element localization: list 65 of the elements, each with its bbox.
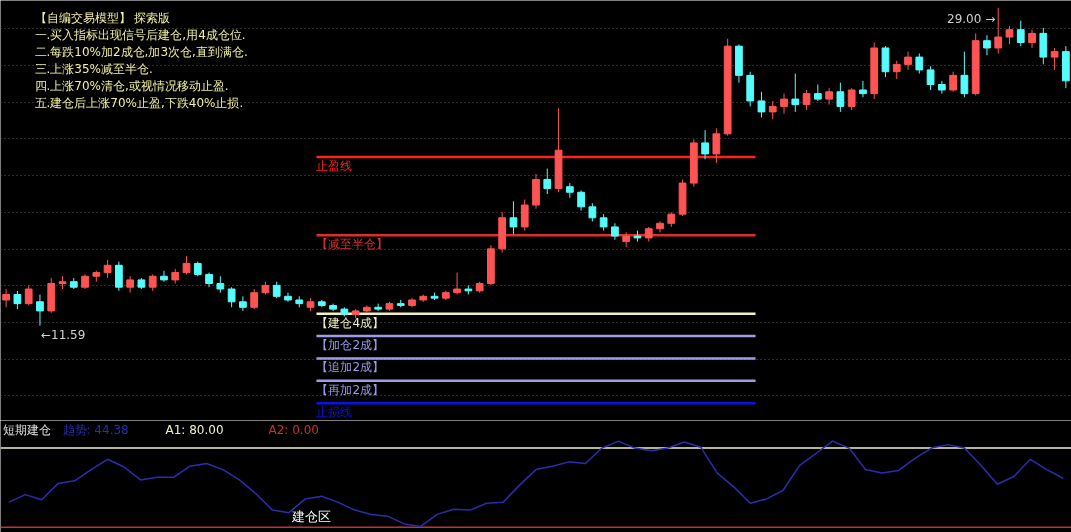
candlestick	[926, 65, 935, 91]
candlestick	[250, 288, 259, 310]
candlestick	[757, 91, 766, 118]
ref-line-label: A1: 80.00	[165, 422, 224, 437]
candlestick	[1039, 27, 1048, 65]
candlestick	[1016, 20, 1025, 47]
annotation: 二.每跌10%加2成仓,加3次仓,直到满仓.	[34, 44, 248, 59]
candlestick	[1005, 25, 1014, 45]
candlestick	[656, 220, 664, 233]
ref-line-label: A2: 0.00	[268, 422, 319, 437]
candlestick	[915, 52, 924, 75]
candlestick	[802, 89, 811, 111]
candlestick	[453, 272, 461, 295]
candlestick	[994, 7, 1003, 54]
candlestick	[160, 270, 168, 283]
candlestick	[13, 290, 22, 310]
candlestick	[960, 51, 969, 98]
annotation: ←11.59	[40, 327, 86, 342]
candlestick	[588, 202, 597, 222]
candlestick	[1028, 29, 1036, 49]
text: 趋势: 44.38	[62, 422, 129, 437]
candlestick	[780, 93, 788, 115]
candlestick	[847, 87, 856, 111]
candlestick	[937, 80, 946, 95]
candlestick	[892, 60, 901, 80]
candlestick	[768, 100, 777, 120]
candlestick	[577, 189, 585, 211]
annotation: 29.00 →	[947, 11, 996, 26]
candlestick	[701, 129, 709, 160]
candlestick	[983, 34, 991, 56]
candlestick	[859, 80, 867, 98]
annotation: 三.上涨35%减至半仓.	[34, 61, 153, 76]
chart-title: 短期建仓	[2, 422, 51, 437]
ref-line-label: 【追加2成】	[316, 360, 385, 375]
candlestick	[791, 73, 800, 113]
candlestick	[712, 127, 721, 164]
candlestick	[949, 71, 958, 93]
ref-line-label: 【再加2成】	[316, 382, 385, 397]
annotation: 一.买入指标出现信号后建仓,用4成仓位.	[34, 27, 246, 42]
annotation: 四.上涨70%清仓,或视情况移动止盈.	[34, 78, 229, 93]
candlestick	[543, 168, 552, 195]
annotation: 建仓区	[290, 509, 331, 525]
candlestick	[126, 275, 135, 294]
candlestick	[24, 284, 33, 306]
candlestick	[103, 259, 112, 279]
ref-line-label: 止损线	[316, 405, 353, 420]
candlestick	[825, 87, 833, 106]
ref-line-label: 【减至半仓】	[316, 237, 389, 252]
candlestick	[2, 288, 11, 308]
ref-line-label: 止盈线	[316, 159, 353, 173]
candlestick	[881, 45, 890, 78]
ref-line-label: 【加仓2成】	[316, 337, 385, 352]
candlestick	[36, 294, 44, 327]
annotation: 五.建仓后上涨70%止盈,下跌40%止损.	[34, 95, 244, 110]
candlestick	[836, 82, 845, 113]
candlestick	[227, 286, 236, 308]
candlestick	[904, 51, 912, 71]
candlestick	[114, 261, 123, 292]
candlestick	[509, 200, 518, 235]
ref-line-label: 【建仓4成】	[316, 315, 385, 330]
candlestick	[520, 199, 529, 232]
candlestick	[1050, 47, 1059, 71]
candlestick	[239, 295, 247, 312]
annotation: 【自编交易模型】 探索版	[34, 10, 171, 25]
candlestick	[182, 255, 191, 275]
